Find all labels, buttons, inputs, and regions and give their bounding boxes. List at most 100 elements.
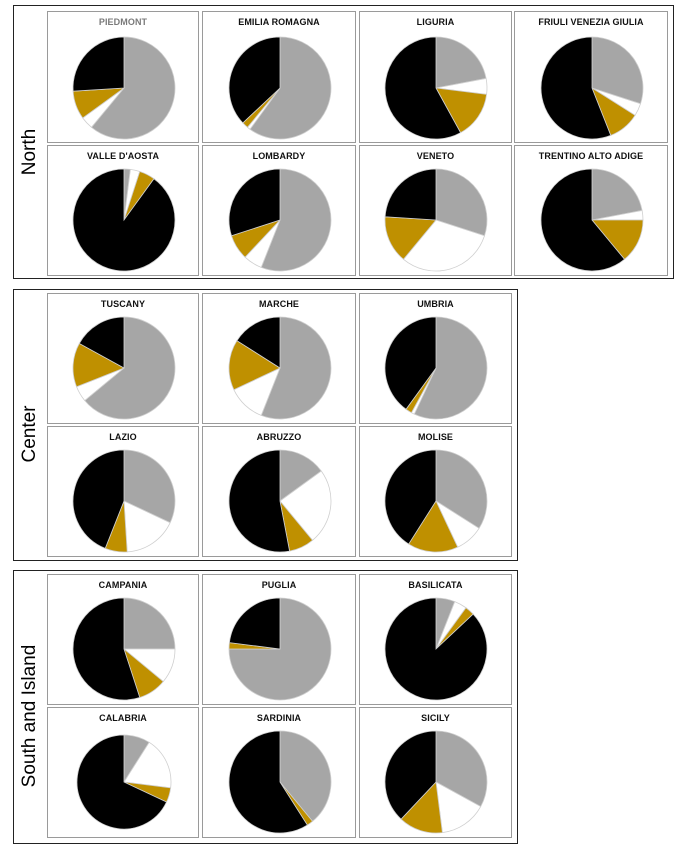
grey-slice bbox=[249, 36, 332, 140]
chart-title-sardinia: SARDINIA bbox=[256, 713, 302, 723]
group-center: Center TUSCANY MARCHE UMBRIA LAZIO ABRUZ… bbox=[13, 289, 518, 561]
black-slice bbox=[384, 597, 488, 701]
white-slice bbox=[435, 781, 482, 834]
grey-slice bbox=[279, 730, 332, 822]
pie-chart-basilicata bbox=[384, 597, 488, 701]
black-slice bbox=[72, 168, 176, 272]
chart-title-liguria: LIGURIA bbox=[416, 17, 455, 27]
chart-panel-piedmont: PIEDMONT bbox=[47, 11, 199, 143]
pie-chart-sardinia bbox=[228, 730, 332, 834]
black-slice bbox=[384, 168, 437, 221]
black-slice bbox=[72, 36, 125, 92]
pie-chart-liguria bbox=[384, 36, 488, 140]
black-slice bbox=[384, 449, 437, 545]
chart-title-piedmont: PIEDMONT bbox=[98, 17, 148, 27]
chart-panel-sardinia: SARDINIA bbox=[202, 707, 356, 838]
chart-title-molise: MOLISE bbox=[417, 432, 454, 442]
chart-panel-liguria: LIGURIA bbox=[359, 11, 512, 143]
pie-chart-umbria bbox=[384, 316, 488, 420]
chart-panel-sicily: SICILY bbox=[359, 707, 512, 838]
white-slice bbox=[402, 219, 486, 272]
gold-slice bbox=[435, 87, 488, 134]
chart-panel-puglia: PUGLIA bbox=[202, 574, 356, 705]
grey-slice bbox=[435, 36, 487, 89]
gold-slice bbox=[384, 216, 437, 260]
grey-slice bbox=[260, 168, 332, 272]
grey-slice bbox=[260, 316, 332, 420]
grey-slice bbox=[279, 449, 322, 502]
black-slice bbox=[228, 36, 281, 124]
chart-panel-lombardy: LOMBARDY bbox=[202, 145, 356, 276]
black-slice bbox=[72, 597, 141, 701]
chart-title-umbria: UMBRIA bbox=[417, 299, 454, 309]
pie-chart-lombardy bbox=[228, 168, 332, 272]
white-slice bbox=[123, 741, 172, 789]
group-label-south-and-island: South and Island bbox=[19, 644, 40, 788]
pie-chart-trentino-alto-adige bbox=[540, 168, 644, 272]
chart-title-emilia-romagna: EMILIA ROMAGNA bbox=[238, 17, 320, 27]
group-north: North PIEDMONT EMILIA ROMAGNA LIGURIA FR… bbox=[13, 5, 674, 279]
group-label-center: Center bbox=[19, 405, 40, 463]
chart-panel-abruzzo: ABRUZZO bbox=[202, 426, 356, 557]
black-slice bbox=[384, 316, 437, 410]
chart-title-lombardy: LOMBARDY bbox=[252, 151, 306, 161]
black-slice bbox=[228, 449, 291, 553]
chart-panel-trentino-alto-adige: TRENTINO ALTO ADIGE bbox=[514, 145, 668, 276]
chart-panel-veneto: VENETO bbox=[359, 145, 512, 276]
pie-chart-puglia bbox=[228, 597, 332, 701]
chart-title-calabria: CALABRIA bbox=[99, 713, 147, 723]
pie-chart-lazio bbox=[72, 449, 176, 553]
black-slice bbox=[72, 449, 125, 549]
pie-chart-veneto bbox=[384, 168, 488, 272]
gold-slice bbox=[408, 500, 459, 553]
pie-chart-abruzzo bbox=[228, 449, 332, 553]
grey-slice bbox=[228, 597, 332, 701]
pie-chart-marche bbox=[228, 316, 332, 420]
black-slice bbox=[228, 730, 308, 834]
grey-slice bbox=[591, 168, 643, 221]
grey-slice bbox=[413, 316, 488, 420]
black-slice bbox=[228, 597, 281, 650]
group-south-and-island: South and Island CAMPANIA PUGLIA BASILIC… bbox=[13, 570, 518, 844]
chart-title-campania: CAMPANIA bbox=[98, 580, 148, 590]
black-slice bbox=[228, 168, 281, 237]
chart-title-tuscany: TUSCANY bbox=[100, 299, 146, 309]
chart-title-lazio: LAZIO bbox=[109, 432, 137, 442]
black-slice bbox=[236, 316, 281, 369]
chart-panel-campania: CAMPANIA bbox=[47, 574, 199, 705]
black-slice bbox=[76, 734, 168, 830]
pie-chart-molise bbox=[384, 449, 488, 553]
grey-slice bbox=[435, 168, 488, 237]
grey-slice bbox=[435, 730, 488, 808]
chart-panel-molise: MOLISE bbox=[359, 426, 512, 557]
chart-panel-umbria: UMBRIA bbox=[359, 293, 512, 424]
chart-panel-marche: MARCHE bbox=[202, 293, 356, 424]
black-slice bbox=[78, 316, 125, 369]
white-slice bbox=[123, 500, 171, 553]
pie-chart-valle-daosta bbox=[72, 168, 176, 272]
chart-title-trentino-alto-adige: TRENTINO ALTO ADIGE bbox=[538, 151, 644, 161]
grey-slice bbox=[123, 597, 176, 650]
pie-chart-friuli-venezia-giulia bbox=[540, 36, 644, 140]
grey-slice bbox=[123, 449, 176, 524]
gold-slice bbox=[228, 340, 281, 391]
pie-chart-tuscany bbox=[72, 316, 176, 420]
chart-title-abruzzo: ABRUZZO bbox=[256, 432, 302, 442]
chart-panel-valle-daosta: VALLE D'AOSTA bbox=[47, 145, 199, 276]
chart-title-puglia: PUGLIA bbox=[261, 580, 297, 590]
grey-slice bbox=[90, 36, 176, 140]
white-slice bbox=[279, 470, 332, 541]
pie-chart-piedmont bbox=[72, 36, 176, 140]
pie-chart-campania bbox=[72, 597, 176, 701]
chart-title-sicily: SICILY bbox=[421, 713, 450, 723]
black-slice bbox=[540, 36, 612, 140]
chart-title-veneto: VENETO bbox=[416, 151, 455, 161]
chart-title-valle-daosta: VALLE D'AOSTA bbox=[86, 151, 160, 161]
grey-slice bbox=[84, 316, 176, 420]
chart-panel-calabria: CALABRIA bbox=[47, 707, 199, 838]
pie-chart-sicily bbox=[384, 730, 488, 834]
chart-title-basilicata: BASILICATA bbox=[408, 580, 463, 590]
chart-panel-lazio: LAZIO bbox=[47, 426, 199, 557]
chart-title-friuli-venezia-giulia: FRIULI VENEZIA GIULIA bbox=[538, 17, 644, 27]
black-slice bbox=[384, 730, 437, 820]
